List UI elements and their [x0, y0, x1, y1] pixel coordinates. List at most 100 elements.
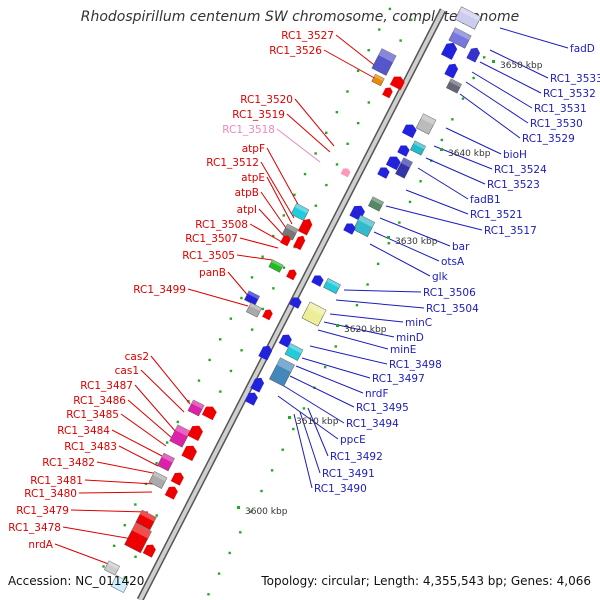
gene-label-right[interactable]: bioH: [503, 149, 527, 161]
track-dot: [208, 358, 211, 362]
gene-label-left[interactable]: RC1_3508: [195, 219, 248, 231]
gene-label-right[interactable]: RC1_3533: [550, 73, 600, 85]
gene-glyph: [246, 302, 262, 318]
gene-label-right[interactable]: fadD: [570, 43, 595, 55]
gene-label-right[interactable]: RC1_3523: [487, 179, 540, 191]
gene-label-right[interactable]: RC1_3490: [314, 483, 367, 495]
leader-line: [499, 27, 569, 49]
leader-line: [385, 205, 483, 231]
gene-label-right[interactable]: fadB1: [470, 194, 501, 206]
gene-label-left[interactable]: RC1_3479: [16, 505, 69, 517]
gene-label-right[interactable]: RC1_3491: [322, 468, 375, 480]
leader-line: [260, 161, 295, 219]
gene-label-right[interactable]: minE: [390, 344, 416, 356]
gene-label-left[interactable]: RC1_3499: [133, 284, 186, 296]
accession-label: Accession: NC_011420: [8, 574, 145, 588]
kbp-tick-mark: [492, 60, 495, 63]
gene-label-left[interactable]: atpF: [242, 143, 265, 155]
gene-label-right[interactable]: RC1_3497: [372, 373, 425, 385]
gene-label-right[interactable]: RC1_3506: [423, 287, 476, 299]
gene-label-left[interactable]: RC1_3512: [206, 157, 259, 169]
leader-line: [335, 34, 379, 69]
leader-line: [249, 223, 283, 243]
gene-label-right[interactable]: glk: [432, 271, 449, 283]
gene-label-left[interactable]: RC1_3486: [73, 395, 126, 407]
leader-line: [293, 413, 313, 489]
track-dot: [346, 142, 349, 145]
gene-label-left[interactable]: RC1_3519: [232, 109, 285, 121]
gene-label-right[interactable]: RC1_3530: [530, 118, 583, 130]
track-dot: [217, 572, 221, 575]
track-dot: [419, 180, 422, 183]
gene-label-right[interactable]: minC: [405, 317, 432, 329]
gene-label-left[interactable]: atpI: [237, 204, 257, 216]
gene-label-right[interactable]: RC1_3529: [522, 133, 575, 145]
track-dot: [325, 131, 328, 135]
label-leader-lines: [54, 27, 569, 567]
gene-glyphs: [104, 6, 482, 593]
gene-label-right[interactable]: RC1_3504: [426, 303, 479, 315]
leader-line: [343, 289, 422, 293]
gene-label-right[interactable]: RC1_3498: [389, 359, 442, 371]
gene-label-left[interactable]: RC1_3483: [64, 441, 117, 453]
leader-line: [286, 113, 331, 153]
gene-label-left[interactable]: RC1_3478: [8, 522, 61, 534]
gene-label-right[interactable]: RC1_3517: [484, 225, 537, 237]
gene-label-left[interactable]: nrdA: [28, 539, 53, 551]
gene-label-right[interactable]: RC1_3494: [346, 418, 399, 430]
kbp-tick-label: 3600 kbp: [245, 507, 288, 517]
leader-line: [70, 509, 149, 513]
gene-label-left[interactable]: panB: [199, 267, 226, 279]
gene-label-right[interactable]: RC1_3524: [494, 164, 547, 176]
gene-label-left[interactable]: cas1: [115, 365, 139, 377]
track-dot: [229, 317, 233, 320]
track-dot: [388, 7, 392, 11]
gene-label-left[interactable]: RC1_3487: [80, 380, 133, 392]
gene-label-left[interactable]: RC1_3507: [185, 233, 238, 245]
gene-label-right[interactable]: bar: [452, 241, 470, 253]
gene-label-left[interactable]: RC1_3518: [222, 124, 275, 136]
gene-label-left[interactable]: atpB: [235, 187, 259, 199]
gene-label-left[interactable]: RC1_3481: [30, 475, 83, 487]
track-dot: [112, 544, 116, 548]
gene-label-left[interactable]: atpE: [241, 172, 265, 184]
kbp-tick-label: 3640 kbp: [448, 149, 491, 159]
leader-line: [84, 479, 155, 485]
gene-glyph: [169, 424, 191, 448]
gene-label-left[interactable]: RC1_3527: [281, 30, 334, 42]
gene-label-left[interactable]: RC1_3485: [66, 409, 119, 421]
gene-label-left[interactable]: RC1_3505: [182, 250, 235, 262]
gene-label-left[interactable]: cas2: [125, 351, 149, 363]
gene-label-right[interactable]: ppcE: [340, 434, 366, 446]
gene-label-left[interactable]: RC1_3520: [240, 94, 293, 106]
gene-label-right[interactable]: RC1_3492: [330, 451, 383, 463]
track-dot: [102, 565, 105, 568]
leader-line: [323, 49, 379, 81]
gene-label-left[interactable]: RC1_3484: [57, 425, 110, 437]
gene-label-left[interactable]: RC1_3482: [42, 457, 95, 469]
track-dot: [461, 97, 465, 100]
leader-line: [405, 189, 469, 215]
gene-label-right[interactable]: RC1_3531: [534, 103, 587, 115]
gene-label-right[interactable]: nrdF: [365, 388, 389, 400]
gene-arrow: [397, 145, 410, 157]
kbp-tick-mark: [237, 506, 240, 509]
gene-glyph: [371, 73, 385, 87]
leader-line: [258, 208, 285, 237]
track-dot: [282, 214, 286, 217]
gene-label-right[interactable]: minD: [396, 332, 424, 344]
gene-glyph: [301, 301, 327, 327]
gene-label-right[interactable]: RC1_3521: [470, 209, 523, 221]
gene-arrow: [286, 269, 297, 281]
gene-label-left[interactable]: RC1_3526: [269, 45, 322, 57]
kbp-tick-mark: [288, 416, 291, 419]
gene-label-right[interactable]: RC1_3495: [356, 402, 409, 414]
gene-arrow: [340, 168, 351, 178]
gene-label-right[interactable]: otsA: [441, 256, 465, 268]
leader-line: [335, 299, 425, 309]
gene-label-right[interactable]: RC1_3532: [543, 88, 596, 100]
gene-arrow: [262, 309, 273, 321]
gene-label-left[interactable]: RC1_3480: [24, 488, 77, 500]
gene-arrow: [385, 156, 401, 171]
